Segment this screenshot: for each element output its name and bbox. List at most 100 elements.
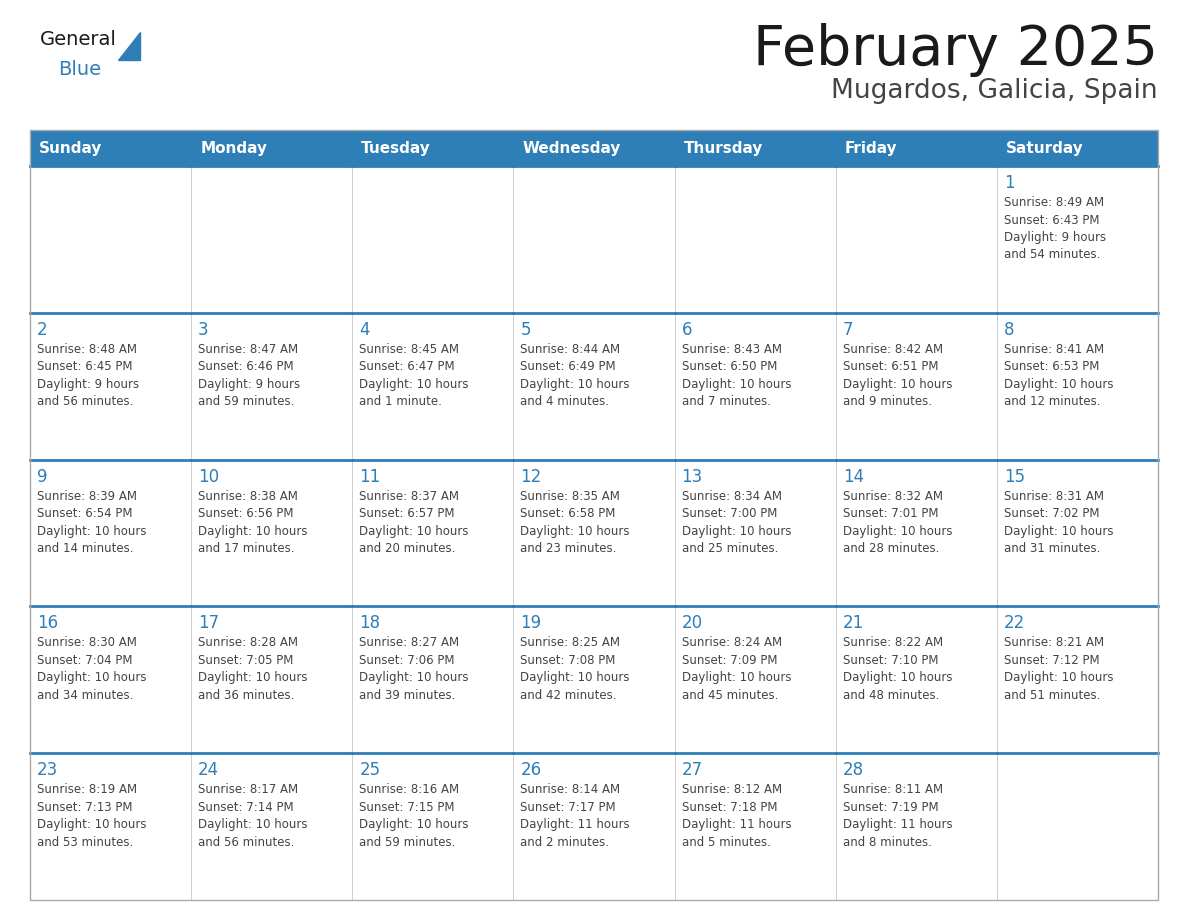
Text: Sunrise: 8:43 AM: Sunrise: 8:43 AM: [682, 342, 782, 356]
Bar: [835, 130, 997, 166]
Text: Sunset: 7:00 PM: Sunset: 7:00 PM: [682, 507, 777, 521]
Text: Sunrise: 8:42 AM: Sunrise: 8:42 AM: [842, 342, 943, 356]
Bar: [191, 753, 353, 900]
Text: Sunrise: 8:25 AM: Sunrise: 8:25 AM: [520, 636, 620, 649]
Text: Sunrise: 8:16 AM: Sunrise: 8:16 AM: [359, 783, 460, 796]
Bar: [353, 607, 513, 753]
Text: Sunset: 7:14 PM: Sunset: 7:14 PM: [198, 800, 293, 813]
Text: Sunset: 6:43 PM: Sunset: 6:43 PM: [1004, 214, 1099, 227]
Text: Sunset: 7:04 PM: Sunset: 7:04 PM: [37, 654, 133, 666]
Text: and 23 minutes.: and 23 minutes.: [520, 543, 617, 555]
Text: Sunset: 6:57 PM: Sunset: 6:57 PM: [359, 507, 455, 521]
Text: and 4 minutes.: and 4 minutes.: [520, 396, 609, 409]
Bar: [513, 607, 675, 753]
Text: Daylight: 10 hours: Daylight: 10 hours: [37, 524, 146, 538]
Bar: [353, 753, 513, 900]
Text: Sunset: 7:19 PM: Sunset: 7:19 PM: [842, 800, 939, 813]
Bar: [835, 166, 997, 313]
Text: Sunset: 7:10 PM: Sunset: 7:10 PM: [842, 654, 939, 666]
Bar: [30, 460, 191, 607]
Text: Sunset: 6:47 PM: Sunset: 6:47 PM: [359, 360, 455, 374]
Bar: [997, 753, 1158, 900]
Text: 5: 5: [520, 320, 531, 339]
Bar: [997, 460, 1158, 607]
Text: Sunset: 7:15 PM: Sunset: 7:15 PM: [359, 800, 455, 813]
Text: 6: 6: [682, 320, 693, 339]
Text: Saturday: Saturday: [1006, 140, 1083, 155]
Text: Sunset: 6:53 PM: Sunset: 6:53 PM: [1004, 360, 1099, 374]
Text: Sunset: 7:12 PM: Sunset: 7:12 PM: [1004, 654, 1099, 666]
Text: 15: 15: [1004, 467, 1025, 486]
Text: Sunset: 7:09 PM: Sunset: 7:09 PM: [682, 654, 777, 666]
Bar: [675, 130, 835, 166]
Text: Sunset: 6:45 PM: Sunset: 6:45 PM: [37, 360, 133, 374]
Text: Sunrise: 8:38 AM: Sunrise: 8:38 AM: [198, 489, 298, 502]
Text: 16: 16: [37, 614, 58, 633]
Bar: [191, 166, 353, 313]
Text: 3: 3: [198, 320, 209, 339]
Text: and 28 minutes.: and 28 minutes.: [842, 543, 939, 555]
Text: Sunrise: 8:11 AM: Sunrise: 8:11 AM: [842, 783, 943, 796]
Text: and 1 minute.: and 1 minute.: [359, 396, 442, 409]
Text: Sunset: 7:18 PM: Sunset: 7:18 PM: [682, 800, 777, 813]
Text: Daylight: 10 hours: Daylight: 10 hours: [842, 671, 953, 685]
Text: and 14 minutes.: and 14 minutes.: [37, 543, 133, 555]
Text: Friday: Friday: [845, 140, 897, 155]
Text: and 7 minutes.: and 7 minutes.: [682, 396, 771, 409]
Text: 21: 21: [842, 614, 864, 633]
Bar: [835, 313, 997, 460]
Text: Daylight: 10 hours: Daylight: 10 hours: [682, 378, 791, 391]
Text: Sunset: 6:51 PM: Sunset: 6:51 PM: [842, 360, 939, 374]
Polygon shape: [118, 32, 140, 60]
Text: Sunset: 6:54 PM: Sunset: 6:54 PM: [37, 507, 133, 521]
Text: Daylight: 10 hours: Daylight: 10 hours: [520, 671, 630, 685]
Text: 4: 4: [359, 320, 369, 339]
Text: 11: 11: [359, 467, 380, 486]
Text: Sunset: 7:06 PM: Sunset: 7:06 PM: [359, 654, 455, 666]
Text: Thursday: Thursday: [683, 140, 763, 155]
Text: 14: 14: [842, 467, 864, 486]
Text: Daylight: 10 hours: Daylight: 10 hours: [359, 818, 469, 831]
Text: 7: 7: [842, 320, 853, 339]
Text: Daylight: 10 hours: Daylight: 10 hours: [520, 524, 630, 538]
Text: February 2025: February 2025: [753, 23, 1158, 77]
Bar: [30, 130, 191, 166]
Bar: [30, 130, 1158, 900]
Bar: [191, 607, 353, 753]
Text: Sunset: 6:49 PM: Sunset: 6:49 PM: [520, 360, 617, 374]
Text: and 34 minutes.: and 34 minutes.: [37, 688, 133, 702]
Bar: [513, 753, 675, 900]
Text: Sunrise: 8:12 AM: Sunrise: 8:12 AM: [682, 783, 782, 796]
Text: Sunset: 7:17 PM: Sunset: 7:17 PM: [520, 800, 617, 813]
Text: Daylight: 11 hours: Daylight: 11 hours: [520, 818, 630, 831]
Text: Daylight: 10 hours: Daylight: 10 hours: [1004, 378, 1113, 391]
Bar: [675, 460, 835, 607]
Bar: [30, 166, 191, 313]
Bar: [997, 313, 1158, 460]
Bar: [191, 313, 353, 460]
Text: Daylight: 10 hours: Daylight: 10 hours: [359, 378, 469, 391]
Text: Sunset: 6:46 PM: Sunset: 6:46 PM: [198, 360, 293, 374]
Text: Daylight: 11 hours: Daylight: 11 hours: [682, 818, 791, 831]
Text: Sunrise: 8:34 AM: Sunrise: 8:34 AM: [682, 489, 782, 502]
Text: Mugardos, Galicia, Spain: Mugardos, Galicia, Spain: [832, 78, 1158, 104]
Text: 24: 24: [198, 761, 220, 779]
Bar: [675, 166, 835, 313]
Text: Sunrise: 8:32 AM: Sunrise: 8:32 AM: [842, 489, 943, 502]
Text: and 59 minutes.: and 59 minutes.: [359, 835, 456, 849]
Text: and 25 minutes.: and 25 minutes.: [682, 543, 778, 555]
Text: and 54 minutes.: and 54 minutes.: [1004, 249, 1100, 262]
Bar: [30, 753, 191, 900]
Text: and 5 minutes.: and 5 minutes.: [682, 835, 771, 849]
Text: Daylight: 10 hours: Daylight: 10 hours: [1004, 524, 1113, 538]
Text: 8: 8: [1004, 320, 1015, 339]
Text: 9: 9: [37, 467, 48, 486]
Text: 12: 12: [520, 467, 542, 486]
Text: 25: 25: [359, 761, 380, 779]
Text: Daylight: 10 hours: Daylight: 10 hours: [682, 671, 791, 685]
Text: Daylight: 10 hours: Daylight: 10 hours: [520, 378, 630, 391]
Bar: [675, 753, 835, 900]
Text: 18: 18: [359, 614, 380, 633]
Text: and 39 minutes.: and 39 minutes.: [359, 688, 456, 702]
Text: Sunrise: 8:44 AM: Sunrise: 8:44 AM: [520, 342, 620, 356]
